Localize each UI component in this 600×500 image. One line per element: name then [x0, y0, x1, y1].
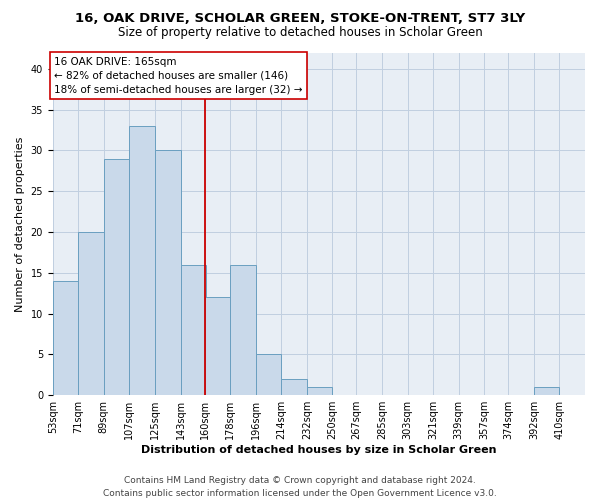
Bar [534, 387, 559, 395]
Text: Contains HM Land Registry data © Crown copyright and database right 2024.
Contai: Contains HM Land Registry data © Crown c… [103, 476, 497, 498]
Bar [79, 232, 104, 395]
Bar [53, 281, 79, 395]
Bar [181, 264, 206, 395]
Text: Size of property relative to detached houses in Scholar Green: Size of property relative to detached ho… [118, 26, 482, 39]
Bar [104, 158, 130, 395]
X-axis label: Distribution of detached houses by size in Scholar Green: Distribution of detached houses by size … [141, 445, 497, 455]
Bar [307, 387, 332, 395]
Bar [256, 354, 281, 395]
Text: 16, OAK DRIVE, SCHOLAR GREEN, STOKE-ON-TRENT, ST7 3LY: 16, OAK DRIVE, SCHOLAR GREEN, STOKE-ON-T… [75, 12, 525, 26]
Bar [281, 379, 307, 395]
Bar [230, 264, 256, 395]
Bar [130, 126, 155, 395]
Y-axis label: Number of detached properties: Number of detached properties [15, 136, 25, 312]
Bar [155, 150, 181, 395]
Bar [205, 298, 230, 395]
Text: 16 OAK DRIVE: 165sqm
← 82% of detached houses are smaller (146)
18% of semi-deta: 16 OAK DRIVE: 165sqm ← 82% of detached h… [54, 56, 302, 94]
